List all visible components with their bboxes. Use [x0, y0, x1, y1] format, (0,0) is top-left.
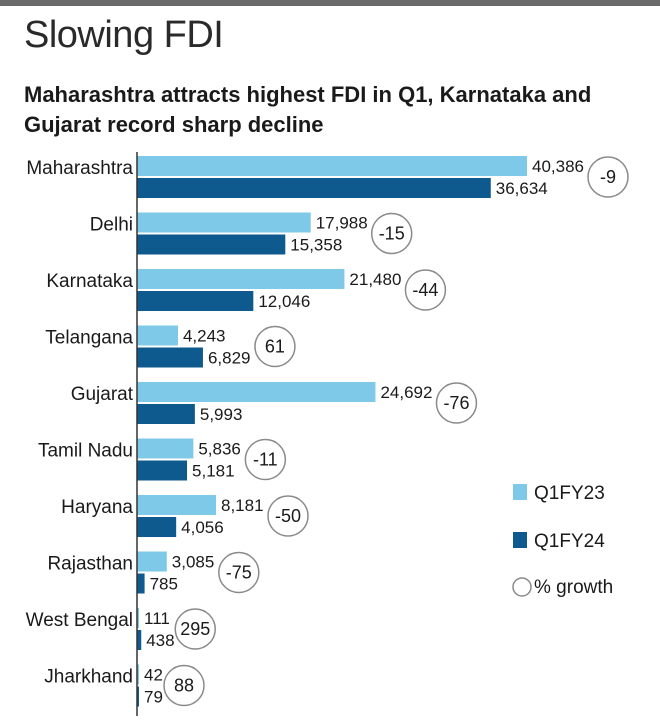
growth-label: 61 [265, 337, 285, 357]
value-label-q1fy23: 4,243 [183, 327, 226, 346]
growth-label: -50 [275, 506, 301, 526]
bar-q1fy24 [137, 460, 188, 481]
value-label-q1fy24: 4,056 [181, 518, 224, 537]
growth-label: -11 [253, 450, 278, 470]
value-label-q1fy24: 5,993 [200, 405, 243, 424]
value-label-q1fy23: 8,181 [221, 496, 264, 515]
value-label-q1fy23: 21,480 [349, 270, 401, 289]
bar-q1fy24 [137, 178, 491, 198]
value-label-q1fy23: 40,386 [532, 157, 584, 176]
category-label: Tamil Nadu [38, 441, 133, 462]
value-label-q1fy24: 79 [144, 688, 163, 707]
growth-label: -15 [379, 224, 405, 244]
bar-q1fy23 [137, 156, 527, 176]
bar-q1fy24 [137, 291, 254, 311]
growth-label: 88 [174, 676, 194, 696]
category-label: Karnataka [46, 271, 133, 292]
bar-q1fy23 [137, 212, 311, 233]
value-label-q1fy23: 111 [144, 609, 170, 628]
growth-circle [587, 156, 629, 198]
bar-q1fy23 [137, 608, 139, 628]
growth-circle [404, 269, 447, 311]
growth-label: -75 [226, 563, 252, 583]
legend-label-growth: % growth [534, 577, 613, 598]
bar-q1fy24 [137, 347, 203, 368]
growth-label: -44 [412, 280, 438, 300]
legend-label-q1fy23: Q1FY23 [534, 483, 605, 504]
growth-circle [435, 382, 478, 424]
bar-q1fy24 [137, 517, 177, 537]
category-label: Jharkhand [44, 667, 133, 688]
growth-circle [163, 664, 205, 707]
value-label-q1fy23: 3,085 [172, 553, 215, 572]
category-label: Rajasthan [47, 554, 133, 575]
chart-title: Slowing FDI [24, 14, 224, 56]
growth-circle [254, 325, 296, 368]
bar-q1fy23 [137, 382, 376, 402]
chart-subtitle: Maharashtra attracts highest FDI in Q1, … [24, 82, 592, 137]
value-label-q1fy23: 42 [144, 666, 163, 685]
value-label-q1fy24: 6,829 [208, 349, 251, 368]
bar-q1fy24 [137, 234, 286, 255]
growth-label: -9 [600, 167, 616, 187]
category-label: Maharashtra [26, 158, 133, 179]
value-label-q1fy24: 785 [150, 575, 178, 594]
value-label-q1fy23: 5,836 [198, 440, 241, 459]
legend-label-q1fy24: Q1FY24 [534, 531, 605, 552]
bar-q1fy24 [137, 686, 139, 707]
legend-swatch-q1fy23 [513, 484, 527, 500]
value-label-q1fy24: 5,181 [192, 462, 235, 481]
growth-circle [174, 608, 216, 650]
value-label-q1fy24: 15,358 [290, 236, 342, 255]
value-label-q1fy23: 24,692 [380, 383, 432, 402]
growth-label: 295 [180, 619, 210, 639]
value-label-q1fy23: 17,988 [316, 214, 368, 233]
category-label: West Bengal [26, 610, 133, 631]
growth-circle [244, 438, 287, 481]
legend-swatch-growth [512, 577, 532, 597]
growth-circle [370, 212, 413, 255]
legend-swatch-q1fy24 [513, 532, 527, 548]
bar-q1fy24 [137, 630, 142, 650]
growth-label: -76 [443, 393, 469, 413]
bar-q1fy23 [137, 438, 194, 459]
bar-q1fy23 [137, 664, 139, 685]
bar-q1fy24 [137, 404, 195, 424]
value-label-q1fy24: 12,046 [258, 292, 310, 311]
category-label: Gujarat [71, 384, 134, 405]
growth-circle [218, 551, 260, 594]
bar-q1fy23 [137, 551, 167, 572]
growth-circle [267, 495, 309, 537]
bar-q1fy24 [137, 573, 145, 594]
top-rule [0, 0, 660, 6]
value-label-q1fy24: 36,634 [496, 179, 548, 198]
value-label-q1fy24: 438 [146, 631, 174, 650]
bar-q1fy23 [137, 495, 217, 515]
category-label: Haryana [61, 497, 133, 518]
category-label: Delhi [90, 215, 133, 236]
bar-q1fy23 [137, 269, 345, 289]
category-label: Telangana [45, 328, 133, 349]
bar-q1fy23 [137, 325, 178, 346]
